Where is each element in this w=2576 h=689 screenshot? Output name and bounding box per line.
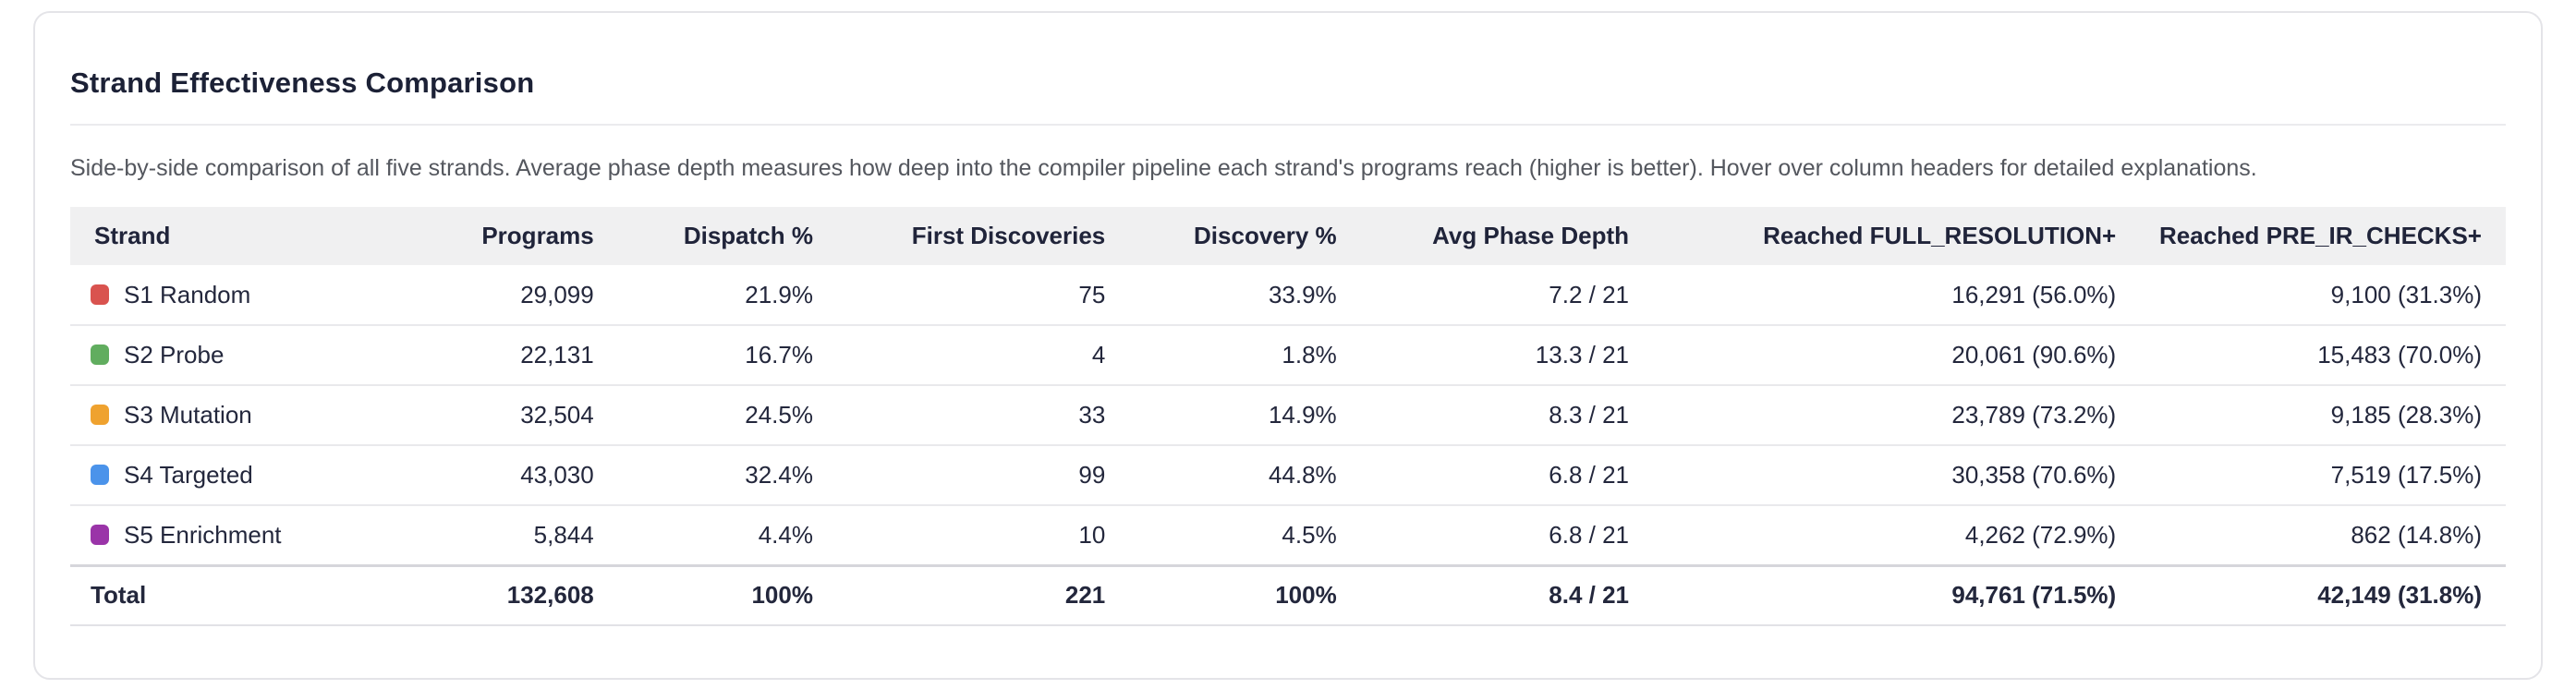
table-total-row: Total 132,608 100% 221 100% 8.4 / 21 94,… xyxy=(70,563,2506,626)
column-header-dispatch-pct[interactable]: Dispatch % xyxy=(683,222,813,249)
cell-dispatch-pct: 24.5% xyxy=(593,385,813,446)
cell-avg-phase-depth: 6.8 / 21 xyxy=(1336,445,1629,506)
column-header-reached-pre-ir-checks[interactable]: Reached PRE_IR_CHECKS+ xyxy=(2159,222,2482,249)
table-row: S4 Targeted 43,030 32.4% 99 44.8% 6.8 / … xyxy=(70,445,2506,506)
strand-label: S5 Enrichment xyxy=(124,520,282,549)
cell-discovery-pct: 4.5% xyxy=(1105,505,1337,566)
cell-dispatch-pct: 32.4% xyxy=(593,445,813,506)
cell-total-discovery-pct: 100% xyxy=(1105,563,1337,626)
strand-label: S3 Mutation xyxy=(124,401,252,429)
table-header-row: Strand Programs Dispatch % First Discove… xyxy=(70,207,2506,265)
cell-total-reached-pre-ir-checks: 42,149 (31.8%) xyxy=(2116,563,2506,626)
cell-reached-pre-ir-checks: 9,100 (31.3%) xyxy=(2116,265,2506,326)
cell-avg-phase-depth: 7.2 / 21 xyxy=(1336,265,1629,326)
cell-first-discoveries: 33 xyxy=(812,385,1106,446)
cell-dispatch-pct: 16.7% xyxy=(593,325,813,386)
column-header-first-discoveries[interactable]: First Discoveries xyxy=(911,222,1106,249)
column-header-programs[interactable]: Programs xyxy=(481,222,594,249)
strand-label: S1 Random xyxy=(124,280,251,308)
cell-discovery-pct: 33.9% xyxy=(1105,265,1337,326)
cell-reached-pre-ir-checks: 9,185 (28.3%) xyxy=(2116,385,2506,446)
cell-strand: S1 Random xyxy=(70,265,375,326)
column-header-discovery-pct[interactable]: Discovery % xyxy=(1194,222,1337,249)
cell-avg-phase-depth: 6.8 / 21 xyxy=(1336,505,1629,566)
cell-programs: 32,504 xyxy=(374,385,594,446)
cell-reached-full-resolution: 16,291 (56.0%) xyxy=(1629,265,2117,326)
strand-comparison-table: Strand Programs Dispatch % First Discove… xyxy=(70,207,2506,626)
table-row: S2 Probe 22,131 16.7% 4 1.8% 13.3 / 21 2… xyxy=(70,325,2506,386)
cell-reached-full-resolution: 4,262 (72.9%) xyxy=(1629,505,2117,566)
cell-total-avg-phase-depth: 8.4 / 21 xyxy=(1336,563,1629,626)
strand-label: S4 Targeted xyxy=(124,461,253,489)
cell-strand: S4 Targeted xyxy=(70,445,375,506)
strand-color-swatch xyxy=(91,344,109,365)
strand-color-swatch xyxy=(91,524,109,545)
strand-color-swatch xyxy=(91,284,109,305)
strand-color-swatch xyxy=(91,465,109,485)
strand-comparison-card: Strand Effectiveness Comparison Side-by-… xyxy=(33,11,2543,680)
cell-reached-pre-ir-checks: 7,519 (17.5%) xyxy=(2116,445,2506,506)
cell-programs: 43,030 xyxy=(374,445,594,506)
cell-strand: S5 Enrichment xyxy=(70,505,375,566)
cell-total-dispatch-pct: 100% xyxy=(593,563,813,626)
page-title: Strand Effectiveness Comparison xyxy=(70,66,535,99)
cell-programs: 22,131 xyxy=(374,325,594,386)
strand-color-swatch xyxy=(91,405,109,425)
cell-programs: 5,844 xyxy=(374,505,594,566)
cell-programs: 29,099 xyxy=(374,265,594,326)
card-subtitle: Side-by-side comparison of all five stra… xyxy=(70,155,2257,181)
cell-discovery-pct: 1.8% xyxy=(1105,325,1337,386)
cell-reached-pre-ir-checks: 862 (14.8%) xyxy=(2116,505,2506,566)
cell-reached-pre-ir-checks: 15,483 (70.0%) xyxy=(2116,325,2506,386)
cell-avg-phase-depth: 8.3 / 21 xyxy=(1336,385,1629,446)
table-row: S3 Mutation 32,504 24.5% 33 14.9% 8.3 / … xyxy=(70,385,2506,446)
cell-first-discoveries: 10 xyxy=(812,505,1106,566)
cell-discovery-pct: 44.8% xyxy=(1105,445,1337,506)
cell-first-discoveries: 99 xyxy=(812,445,1106,506)
cell-reached-full-resolution: 23,789 (73.2%) xyxy=(1629,385,2117,446)
cell-avg-phase-depth: 13.3 / 21 xyxy=(1336,325,1629,386)
cell-discovery-pct: 14.9% xyxy=(1105,385,1337,446)
column-header-reached-full-resolution[interactable]: Reached FULL_RESOLUTION+ xyxy=(1763,222,2117,249)
column-header-avg-phase-depth[interactable]: Avg Phase Depth xyxy=(1432,222,1629,249)
cell-dispatch-pct: 21.9% xyxy=(593,265,813,326)
column-header-strand[interactable]: Strand xyxy=(94,222,171,249)
cell-strand: S3 Mutation xyxy=(70,385,375,446)
table-row: S1 Random 29,099 21.9% 75 33.9% 7.2 / 21… xyxy=(70,265,2506,326)
cell-total-label: Total xyxy=(70,563,375,626)
cell-total-reached-full-resolution: 94,761 (71.5%) xyxy=(1629,563,2117,626)
cell-first-discoveries: 4 xyxy=(812,325,1106,386)
strand-label: S2 Probe xyxy=(124,341,225,369)
cell-strand: S2 Probe xyxy=(70,325,375,386)
cell-total-first-discoveries: 221 xyxy=(812,563,1106,626)
cell-first-discoveries: 75 xyxy=(812,265,1106,326)
cell-reached-full-resolution: 20,061 (90.6%) xyxy=(1629,325,2117,386)
cell-reached-full-resolution: 30,358 (70.6%) xyxy=(1629,445,2117,506)
table-row: S5 Enrichment 5,844 4.4% 10 4.5% 6.8 / 2… xyxy=(70,505,2506,566)
cell-total-programs: 132,608 xyxy=(374,563,594,626)
cell-dispatch-pct: 4.4% xyxy=(593,505,813,566)
title-divider xyxy=(70,124,2506,126)
